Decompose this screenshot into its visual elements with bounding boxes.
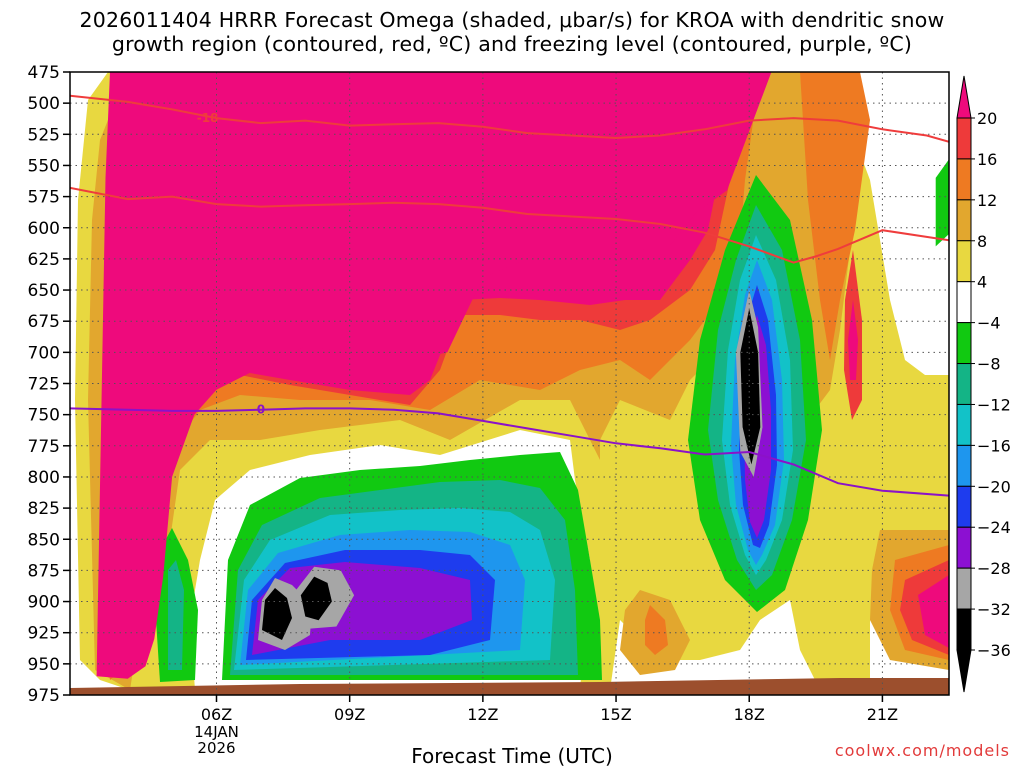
colorbar-segment bbox=[956, 403, 972, 446]
y-axis: 475 500 525 550 575 600 625 650 675 700 725 750 775 8… bbox=[28, 63, 70, 706]
y-tick-label: 625 bbox=[28, 250, 60, 270]
x-tick-label: 09Z bbox=[334, 705, 365, 724]
y-tick-label: 700 bbox=[28, 343, 60, 363]
colorbar-segment bbox=[956, 199, 972, 242]
colorbar-label: −4 bbox=[977, 314, 1001, 333]
colorbar-segment bbox=[956, 526, 972, 569]
omega-core-regions bbox=[96, 72, 949, 679]
y-tick-label: 775 bbox=[28, 437, 60, 457]
colorbar-label: 20 bbox=[977, 109, 997, 128]
y-tick-label: 575 bbox=[28, 188, 60, 208]
x-tick-sublabel: 14JAN bbox=[194, 723, 239, 741]
y-tick-label: 550 bbox=[28, 156, 60, 176]
omega-region-0 bbox=[96, 72, 772, 679]
chart-title: 2026011404 HRRR Forecast Omega (shaded, … bbox=[0, 8, 1024, 56]
colorbar-label: −12 bbox=[977, 395, 1011, 414]
colorbar-segment bbox=[956, 567, 972, 610]
colorbar-segment bbox=[956, 322, 972, 365]
title-line-2: growth region (contoured, red, ºC) and f… bbox=[111, 32, 913, 56]
colorbar-label: 16 bbox=[977, 150, 997, 169]
omega-region-4 bbox=[740, 308, 761, 465]
ground-strip bbox=[70, 678, 949, 695]
grid bbox=[70, 72, 949, 695]
contour-line-0 bbox=[70, 94, 949, 143]
colorbar-segment bbox=[956, 281, 972, 324]
omega-region-5 bbox=[935, 159, 949, 247]
colorbar-label: 12 bbox=[977, 191, 997, 210]
x-tick-label: 06Z bbox=[201, 705, 232, 724]
omega-black-low bbox=[262, 588, 292, 640]
y-tick-label: 500 bbox=[28, 94, 60, 114]
x-tick-label: 15Z bbox=[600, 705, 631, 724]
y-tick-label: 750 bbox=[28, 406, 60, 426]
colorbar-segment bbox=[956, 240, 972, 283]
colorbar-segment bbox=[956, 444, 972, 487]
y-tick-label: 675 bbox=[28, 312, 60, 332]
colorbar-segment bbox=[956, 363, 972, 405]
colorbar-label: −28 bbox=[977, 559, 1011, 578]
contour-label-0: -18 bbox=[197, 111, 219, 125]
x-tick-label: 21Z bbox=[867, 705, 898, 724]
omega-teal-06z bbox=[168, 560, 184, 670]
contour-line-2 bbox=[70, 407, 949, 497]
colorbar-top-arrow bbox=[956, 75, 972, 119]
y-tick-label: 475 bbox=[28, 63, 60, 83]
colorbar-segment bbox=[956, 158, 972, 201]
colorbar-label: −32 bbox=[977, 600, 1011, 619]
colorbar-segment bbox=[956, 485, 972, 528]
y-tick-label: 850 bbox=[28, 530, 60, 550]
colorbar-segment bbox=[956, 608, 972, 651]
y-tick-label: 875 bbox=[28, 561, 60, 581]
omega-streak-20z-magenta bbox=[848, 300, 858, 380]
omega-right-lowlevel-magenta bbox=[918, 575, 949, 648]
x-tick-label: 12Z bbox=[467, 705, 498, 724]
colorbar-segment bbox=[956, 117, 972, 160]
y-tick-label: 525 bbox=[28, 125, 60, 145]
contour-label-2: 0 bbox=[257, 403, 265, 417]
colorbar-label: −24 bbox=[977, 518, 1011, 537]
colorbar-label: −8 bbox=[977, 355, 1001, 374]
y-tick-label: 975 bbox=[28, 686, 60, 706]
y-tick-label: 725 bbox=[28, 375, 60, 395]
colorbar-label: −36 bbox=[977, 641, 1011, 660]
y-tick-label: 950 bbox=[28, 655, 60, 675]
colorbar-label: 8 bbox=[977, 232, 987, 251]
y-tick-label: 600 bbox=[28, 219, 60, 239]
colorbar-label: 4 bbox=[977, 273, 987, 292]
plot-area: -18 0 bbox=[70, 72, 949, 695]
y-tick-label: 900 bbox=[28, 593, 60, 613]
y-tick-label: 825 bbox=[28, 499, 60, 519]
omega-blob-16z-orange bbox=[645, 605, 668, 655]
omega-orange-right bbox=[800, 72, 870, 360]
colorbar-label: −16 bbox=[977, 436, 1011, 455]
colorbar: 20 16 12 8 4 −4 −8 −12 −16 −20 −24 −28 −32 −36 bbox=[956, 75, 1011, 693]
y-tick-label: 925 bbox=[28, 624, 60, 644]
credit-text: coolwx.com/models bbox=[834, 741, 1010, 760]
x-tick-sublabel: 2026 bbox=[197, 739, 235, 757]
y-tick-label: 800 bbox=[28, 468, 60, 488]
x-axis-title: Forecast Time (UTC) bbox=[411, 744, 613, 768]
contours: -18 0 bbox=[70, 94, 949, 497]
contour-line-1 bbox=[70, 186, 949, 264]
omega-region-2 bbox=[300, 576, 332, 621]
x-tick-label: 18Z bbox=[734, 705, 765, 724]
colorbar-label: −20 bbox=[977, 477, 1011, 496]
colorbar-bottom-arrow bbox=[956, 649, 972, 693]
title-line-1: 2026011404 HRRR Forecast Omega (shaded, … bbox=[79, 8, 945, 32]
y-tick-label: 650 bbox=[28, 281, 60, 301]
